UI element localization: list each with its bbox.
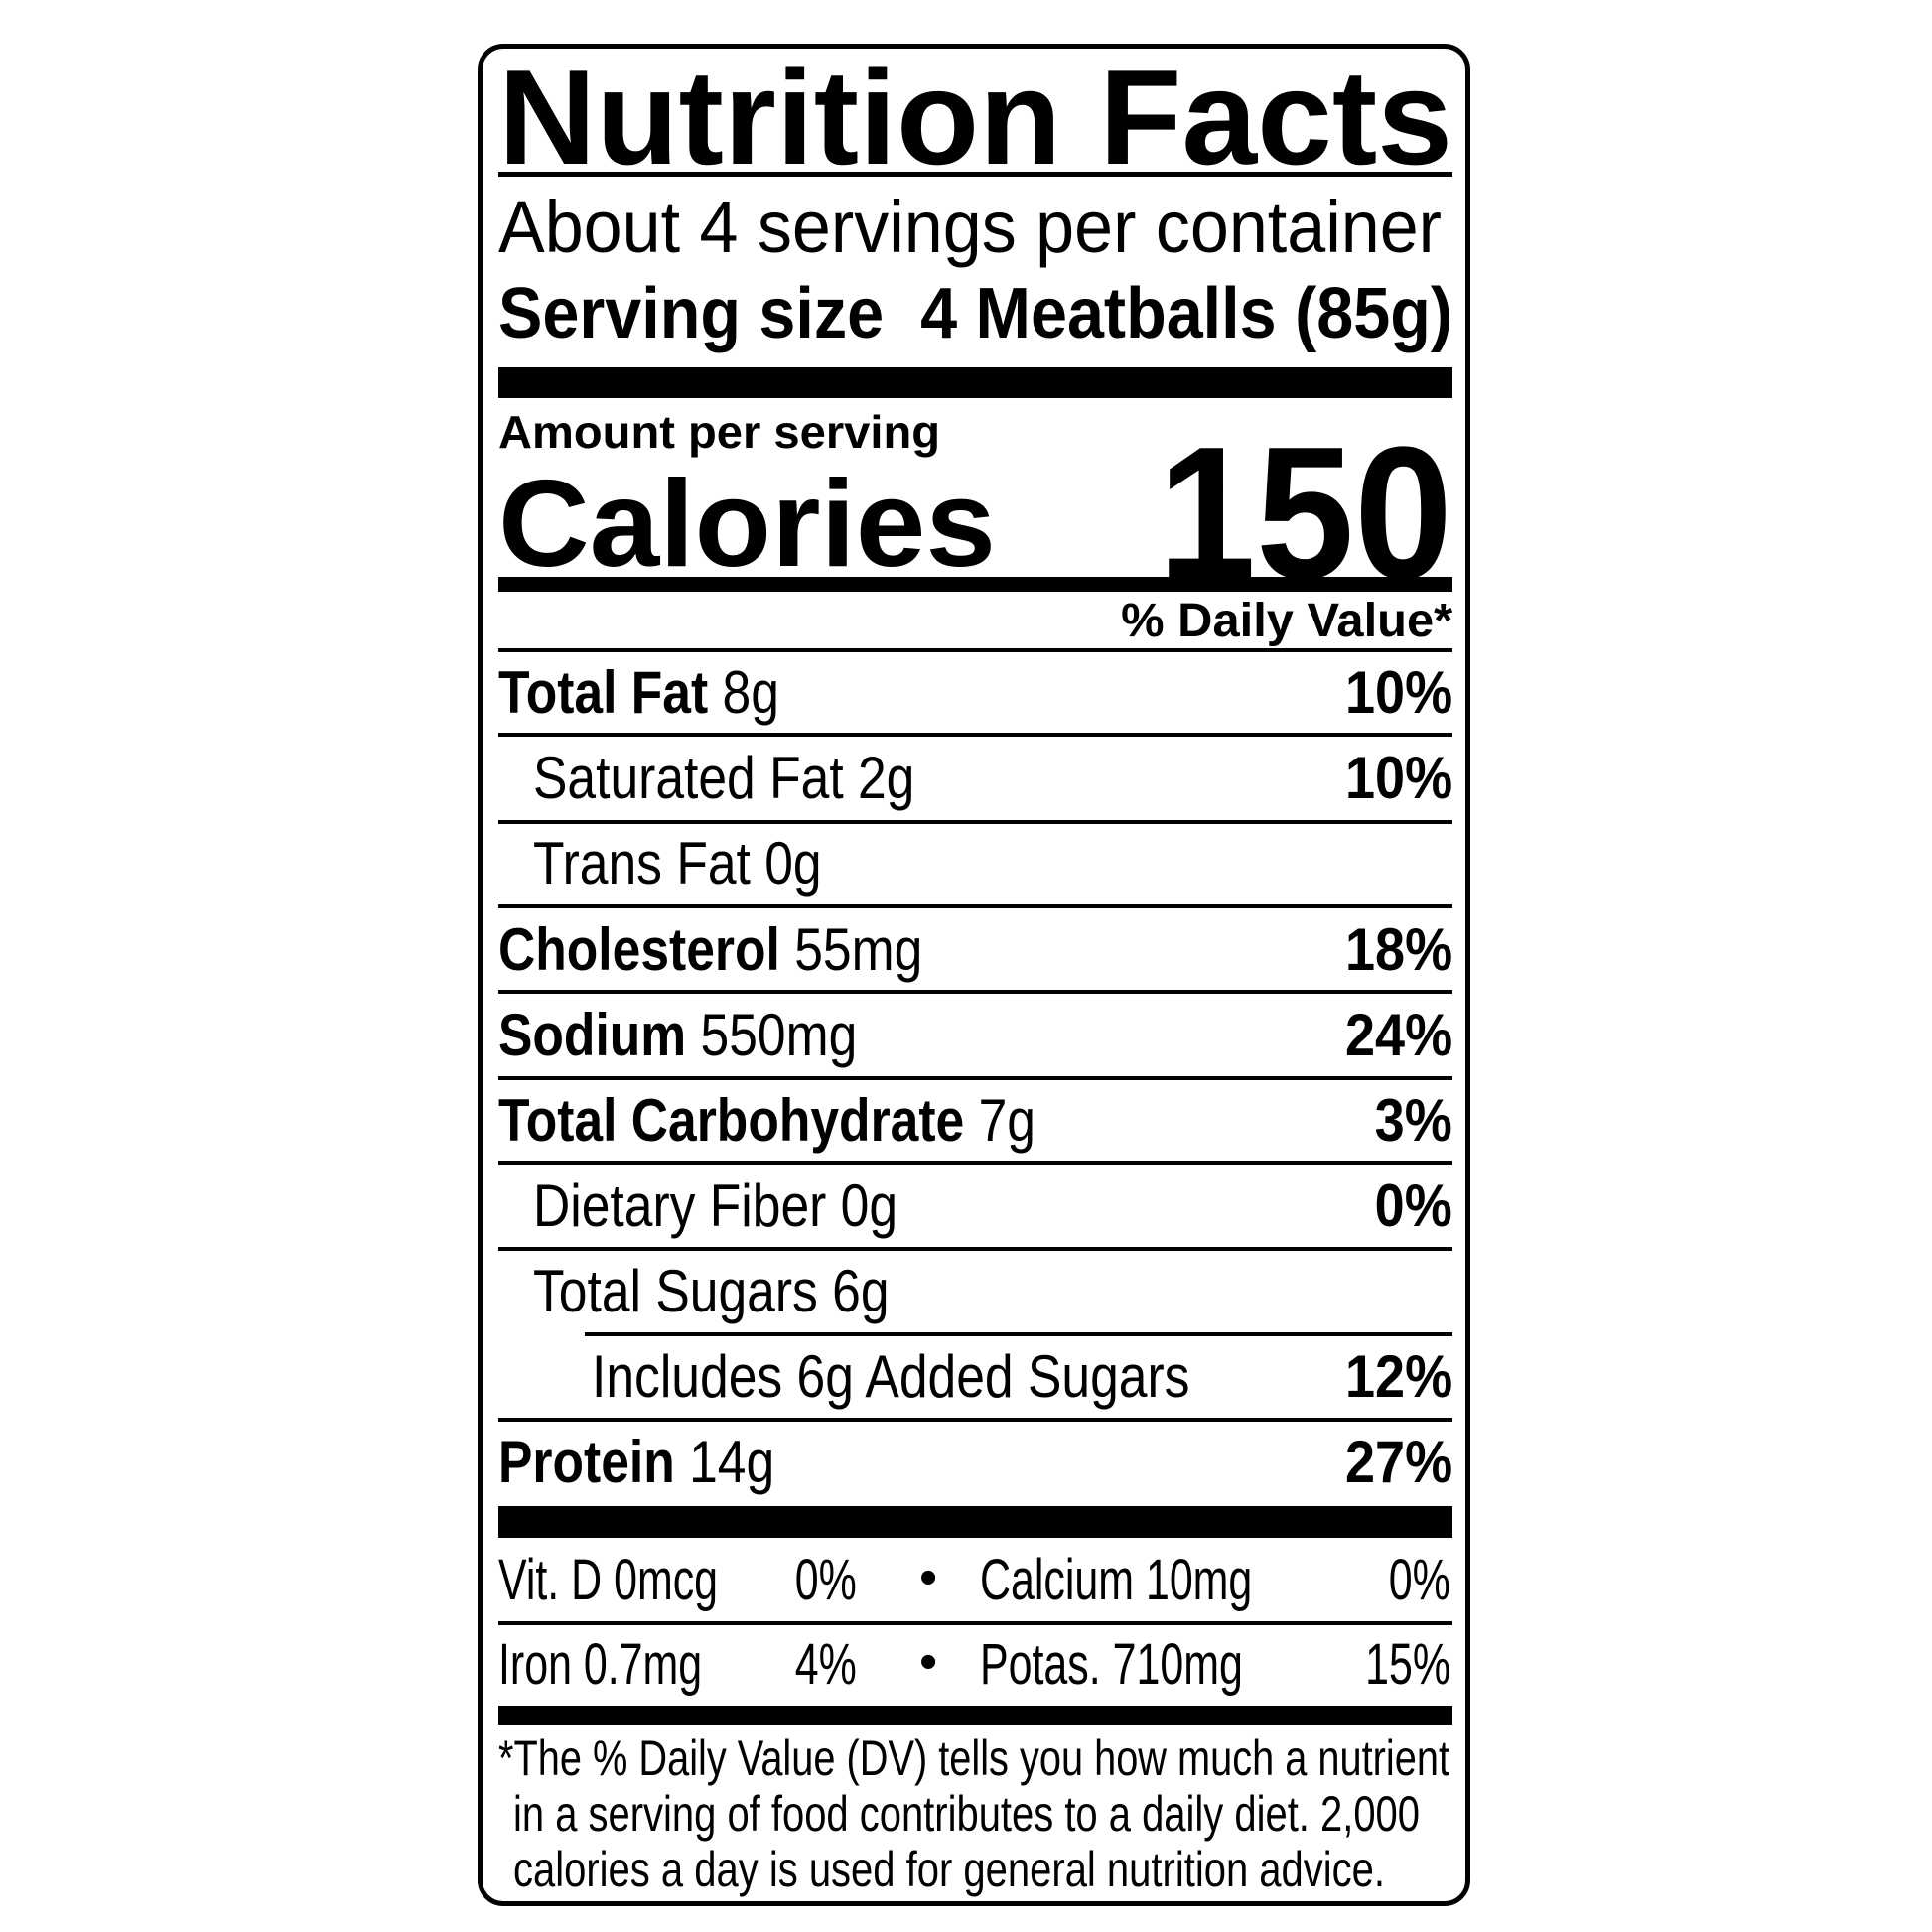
amount-per-serving: Amount per serving: [498, 406, 940, 458]
divider: [498, 904, 1452, 908]
nutrient-dv: 0%: [1374, 1173, 1452, 1239]
nutrient-name: Total Fat: [498, 659, 709, 726]
micronutrient-dv: 4%: [794, 1632, 857, 1697]
footnote-line: *The % Daily Value (DV) tells you how mu…: [498, 1730, 1449, 1786]
nutrient-amount: 6g: [832, 1258, 890, 1324]
nutrient-amount: 0g: [764, 830, 822, 897]
micronutrient-potassium: Potas. 710mg: [980, 1632, 1243, 1697]
serving-size: Serving size 4 Meatballs (85g): [498, 278, 1452, 349]
divider: [498, 648, 1452, 652]
serving-size-label: Serving size: [498, 274, 885, 353]
divider: [498, 990, 1452, 994]
thick-divider: [498, 1506, 1452, 1538]
micronutrient-dv: 0%: [1388, 1548, 1450, 1612]
divider: [585, 1332, 1452, 1336]
divider: [498, 1161, 1452, 1165]
calories-value: 150: [1158, 408, 1452, 619]
nutrient-dv: 3%: [1374, 1087, 1452, 1154]
micronutrient-dv: 15%: [1365, 1632, 1450, 1697]
divider: [498, 1247, 1452, 1251]
divider: [498, 733, 1452, 737]
nutrient-name: Includes 6g Added Sugars: [592, 1343, 1190, 1410]
nutrient-name: Sodium: [498, 1002, 687, 1068]
nutrient-amount: 7g: [978, 1087, 1035, 1154]
divider: [498, 1418, 1452, 1422]
nutrient-name: Trans Fat: [533, 830, 751, 897]
daily-value-header: % Daily Value*: [1121, 595, 1452, 647]
nutrition-label-border: [478, 44, 1470, 1906]
medium-divider: [498, 1706, 1452, 1725]
nutrient-name: Saturated Fat: [533, 745, 844, 811]
nutrient-amount: 2g: [857, 745, 915, 811]
nutrient-name: Dietary Fiber: [533, 1173, 827, 1239]
nutrient-dv: 10%: [1344, 659, 1452, 726]
nutrient-amount: 14g: [689, 1429, 775, 1495]
bullet-icon: •: [919, 1633, 938, 1691]
divider: [498, 1076, 1452, 1080]
micronutrient-dv: 0%: [794, 1548, 857, 1612]
footnote-line: calories a day is used for general nutri…: [513, 1842, 1385, 1897]
divider: [498, 1621, 1452, 1625]
nutrient-name: Cholesterol: [498, 916, 780, 983]
nutrient-amount: 8g: [722, 659, 779, 726]
medium-divider: [498, 577, 1452, 592]
nutrient-name: Total Carbohydrate: [498, 1087, 965, 1154]
serving-size-value: 4 Meatballs (85g): [920, 274, 1452, 353]
divider: [498, 820, 1452, 824]
micronutrient-iron: Iron 0.7mg: [498, 1632, 703, 1697]
bullet-icon: •: [919, 1549, 938, 1606]
thick-divider: [498, 367, 1452, 398]
nutrient-dv: 12%: [1344, 1343, 1452, 1410]
nutrient-dv: 18%: [1344, 916, 1452, 983]
nutrient-dv: 27%: [1344, 1429, 1452, 1495]
nutrient-amount: 55mg: [794, 916, 923, 983]
nutrient-amount: 0g: [840, 1173, 898, 1239]
nutrient-amount: 550mg: [700, 1002, 858, 1068]
nutrient-name: Protein: [498, 1429, 675, 1495]
nutrient-dv: 10%: [1344, 745, 1452, 811]
servings-per-container: About 4 servings per container: [498, 186, 1442, 268]
micronutrient-calcium: Calcium 10mg: [980, 1548, 1253, 1612]
divider: [498, 172, 1452, 177]
footnote-line: in a serving of food contributes to a da…: [513, 1786, 1420, 1842]
nutrient-dv: 24%: [1344, 1002, 1452, 1068]
micronutrient-vitamin-d: Vit. D 0mcg: [498, 1548, 719, 1612]
nutrient-name: Total Sugars: [533, 1258, 818, 1324]
label-title: Nutrition Facts: [498, 42, 1452, 193]
calories-label: Calories: [498, 456, 996, 593]
